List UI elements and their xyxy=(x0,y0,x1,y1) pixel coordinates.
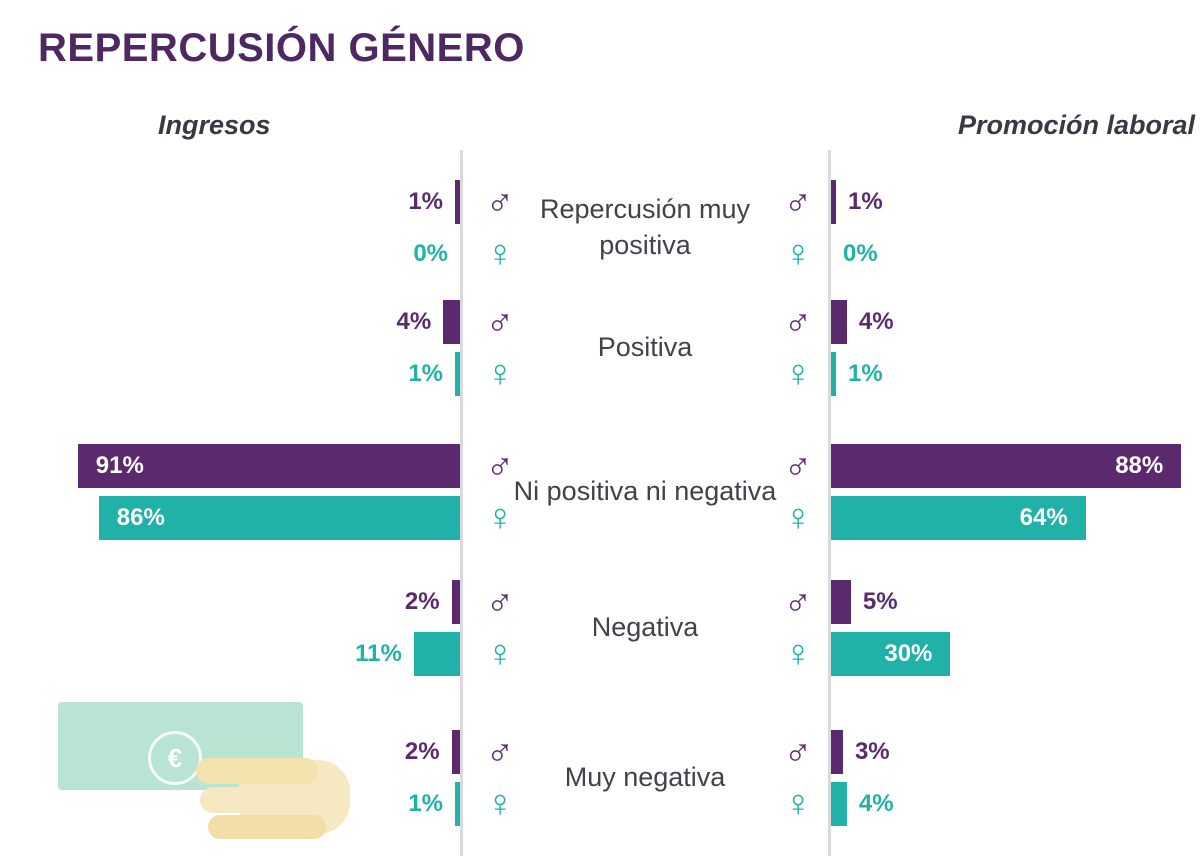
female-symbol-icon: ♀ xyxy=(783,782,813,825)
bar-left-female xyxy=(98,496,460,540)
value-label: 2% xyxy=(404,588,440,615)
panel-header-promocion-laboral: Promoción laboral xyxy=(957,110,1195,140)
bar-left-male xyxy=(451,730,460,774)
value-label: 0% xyxy=(843,240,878,267)
bar-right-male xyxy=(831,300,847,344)
page-title: REPERCUSIÓN GÉNERO xyxy=(38,26,525,70)
female-symbol-icon: ♀ xyxy=(783,232,813,275)
female-symbol-icon: ♀ xyxy=(783,496,813,539)
value-label: 88% xyxy=(1115,452,1164,479)
hand-finger-illustration xyxy=(196,758,318,784)
value-label: 30% xyxy=(884,640,933,667)
male-symbol-icon: ♂ xyxy=(485,444,515,487)
value-label: 4% xyxy=(396,308,432,335)
bar-left-male xyxy=(451,580,460,624)
value-label: 91% xyxy=(95,452,144,479)
bar-right-male xyxy=(831,730,843,774)
male-symbol-icon: ♂ xyxy=(783,730,813,773)
bar-left-female xyxy=(413,632,460,676)
value-label: 86% xyxy=(116,504,165,531)
bar-left-male xyxy=(443,300,460,344)
category-label: Negativa xyxy=(591,612,699,643)
male-symbol-icon: ♂ xyxy=(485,180,515,223)
hand-finger-illustration xyxy=(200,787,332,813)
male-symbol-icon: ♂ xyxy=(783,580,813,623)
hand-finger-illustration xyxy=(208,815,326,839)
bar-right-female xyxy=(831,782,847,826)
female-symbol-icon: ♀ xyxy=(783,352,813,395)
female-symbol-icon: ♀ xyxy=(485,232,515,275)
bar-left-male xyxy=(455,180,460,224)
bar-left-male xyxy=(77,444,460,488)
left-baseline xyxy=(460,150,463,856)
female-symbol-icon: ♀ xyxy=(485,352,515,395)
bar-right-male xyxy=(831,580,851,624)
male-symbol-icon: ♂ xyxy=(485,300,515,343)
value-label: 1% xyxy=(408,188,443,215)
bar-right-female xyxy=(831,632,951,676)
value-label: 1% xyxy=(848,188,883,215)
bar-right-female xyxy=(831,352,836,396)
female-symbol-icon: ♀ xyxy=(485,782,515,825)
value-label: 2% xyxy=(404,738,440,765)
male-symbol-icon: ♂ xyxy=(783,444,813,487)
male-symbol-icon: ♂ xyxy=(485,580,515,623)
right-baseline xyxy=(828,150,831,856)
value-label: 0% xyxy=(413,240,448,267)
value-label: 1% xyxy=(848,360,883,387)
bar-left-female xyxy=(455,352,460,396)
category-label: Muy negativa xyxy=(564,762,726,793)
panel-header-ingresos: Ingresos xyxy=(158,110,271,140)
female-symbol-icon: ♀ xyxy=(783,632,813,675)
bar-right-male xyxy=(831,444,1182,488)
value-label: 4% xyxy=(858,308,894,335)
value-label: 4% xyxy=(858,790,894,817)
value-label: 5% xyxy=(862,588,898,615)
value-label: 1% xyxy=(408,360,443,387)
value-label: 3% xyxy=(854,738,890,765)
female-symbol-icon: ♀ xyxy=(485,496,515,539)
male-symbol-icon: ♂ xyxy=(783,180,813,223)
bar-right-male xyxy=(831,180,836,224)
euro-icon: € xyxy=(148,731,202,785)
value-label: 1% xyxy=(408,790,443,817)
value-label: 11% xyxy=(355,640,402,667)
category-label: Repercusión muy positiva xyxy=(539,194,751,260)
male-symbol-icon: ♂ xyxy=(485,730,515,773)
bar-left-female xyxy=(455,782,460,826)
category-label: Positiva xyxy=(597,332,693,363)
category-label: Ni positiva ni negativa xyxy=(513,476,777,507)
male-symbol-icon: ♂ xyxy=(783,300,813,343)
value-label: 64% xyxy=(1019,504,1068,531)
female-symbol-icon: ♀ xyxy=(485,632,515,675)
bar-right-female xyxy=(831,496,1086,540)
